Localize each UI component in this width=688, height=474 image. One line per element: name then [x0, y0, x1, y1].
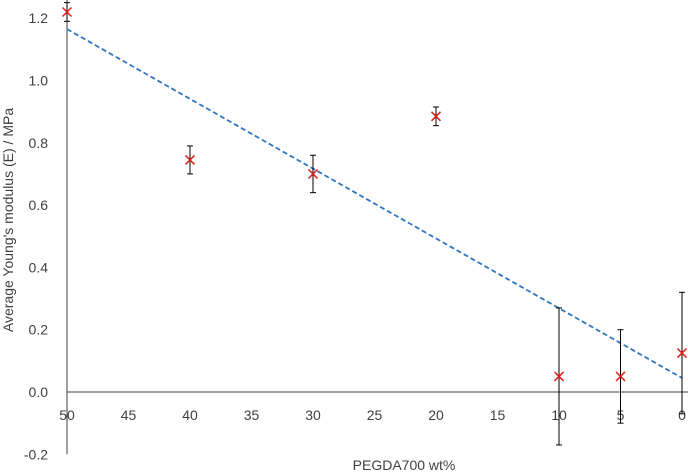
- data-point: [676, 348, 688, 359]
- y-axis-title: Average Young's modulus (E) / MPa: [0, 108, 16, 332]
- x-axis-title: PEGDA700 wt%: [353, 457, 456, 473]
- x-tick-label: 20: [428, 407, 444, 423]
- y-tick-labels: -0.2 0.0 0.2 0.4 0.6 0.8 1.0 1.2: [24, 10, 48, 462]
- x-tick-label: 35: [244, 407, 260, 423]
- axes: [66, 0, 688, 455]
- x-tick-label: 45: [121, 407, 137, 423]
- trendline: [66, 28, 683, 379]
- y-tick-label: 1.2: [29, 10, 49, 26]
- y-tick-label: -0.2: [24, 446, 48, 462]
- x-tick-label: 50: [59, 407, 75, 423]
- x-tick-label: 0: [678, 407, 686, 423]
- trendline-line: [66, 28, 683, 379]
- x-tick-label: 40: [182, 407, 198, 423]
- x-tick-label: 25: [367, 407, 383, 423]
- x-tick-labels: 50454035302520151050: [59, 407, 686, 423]
- x-tick-label: 15: [490, 407, 506, 423]
- y-tick-label: 0.2: [29, 322, 49, 338]
- data-point: [430, 111, 442, 122]
- y-tick-label: 0.4: [29, 259, 49, 275]
- y-tick-label: 0.0: [29, 384, 49, 400]
- data-point: [61, 6, 73, 18]
- data-point: [307, 168, 319, 179]
- data-markers: [61, 6, 688, 382]
- y-tick-label: 0.8: [29, 135, 49, 151]
- data-point: [184, 154, 196, 165]
- error-bars: [64, 2, 685, 446]
- x-tick-label: 30: [305, 407, 321, 423]
- data-point: [553, 371, 565, 382]
- data-point: [615, 371, 626, 382]
- y-tick-label: 0.6: [29, 197, 49, 213]
- y-tick-label: 1.0: [29, 73, 49, 89]
